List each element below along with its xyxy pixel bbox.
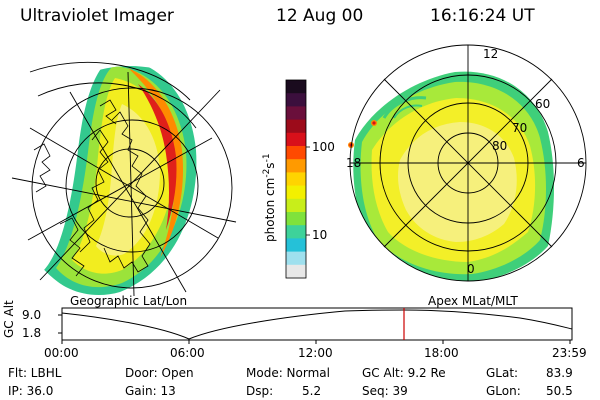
glon-label: GLon: [486, 384, 521, 398]
colorbar-segment [286, 80, 306, 94]
mlt-label-6: 6 [577, 156, 585, 170]
mlat-label-70: 70 [512, 121, 528, 135]
colorbar [285, 79, 310, 279]
glat-value: 83.9 [546, 366, 573, 380]
colorbar-unit-label: photon cm-2s-1 [262, 153, 277, 242]
colorbar-segment [286, 93, 306, 107]
alt-xtick-1200: 12:00 [298, 346, 333, 360]
mlt-label-12: 12 [483, 47, 499, 61]
app-title: Ultraviolet Imager [20, 6, 174, 26]
mode-info: Mode: Normal [246, 366, 330, 380]
alt-ytick-1-8: 1.8 [22, 326, 42, 340]
mlat-label-80: 80 [492, 139, 508, 153]
mlt-label-0: 0 [467, 262, 475, 276]
colorbar-segment [286, 251, 306, 266]
colorbar-segment [286, 198, 306, 213]
date-label: 12 Aug 00 [276, 6, 364, 26]
altitude-plot [58, 307, 573, 344]
colorbar-segment [286, 212, 306, 226]
ip-info: IP: 36.0 [8, 384, 54, 398]
seq-info: Seq: 39 [362, 384, 408, 398]
glat-label: GLat: [486, 366, 519, 380]
alt-xtick-1800: 18:00 [424, 346, 459, 360]
alt-xtick-2359: 23:59 [552, 346, 587, 360]
colorbar-segment [286, 132, 306, 147]
geographic-aurora-image [11, 61, 237, 297]
filter-info: Flt: LBHL [8, 366, 62, 380]
alt-ytick-9: 9.0 [22, 308, 42, 322]
gain-info: Gain: 13 [125, 384, 176, 398]
colorbar-segment [286, 238, 306, 253]
geographic-panel-label: Geographic Lat/Lon [70, 294, 188, 308]
colorbar-segment [286, 225, 306, 239]
colorbar-tick-10: 10 [312, 228, 328, 242]
colorbar-segment [286, 172, 306, 187]
alt-xtick-0000: 00:00 [44, 346, 79, 360]
colorbar-tick-100: 100 [312, 140, 335, 154]
door-info: Door: Open [125, 366, 194, 380]
colorbar-segment [286, 185, 306, 200]
apex-aurora-image [348, 44, 587, 282]
gc-alt-info: GC Alt: 9.2 Re [362, 366, 446, 380]
time-label: 16:16:24 UT [430, 6, 535, 26]
colorbar-segment [286, 264, 306, 279]
colorbar-segment [286, 146, 306, 160]
colorbar-segment [286, 119, 306, 134]
colorbar-segment [286, 106, 306, 121]
colorbar-segment [286, 159, 306, 173]
dsp-label: Dsp: [246, 384, 274, 398]
glon-value: 50.5 [546, 384, 573, 398]
alt-xtick-0600: 06:00 [170, 346, 205, 360]
apex-panel-label: Apex MLat/MLT [428, 294, 518, 308]
mlt-label-18: 18 [346, 156, 362, 170]
mlat-label-60: 60 [535, 97, 551, 111]
alt-axis-label: GC Alt [2, 300, 16, 338]
dsp-value: 5.2 [302, 384, 322, 398]
